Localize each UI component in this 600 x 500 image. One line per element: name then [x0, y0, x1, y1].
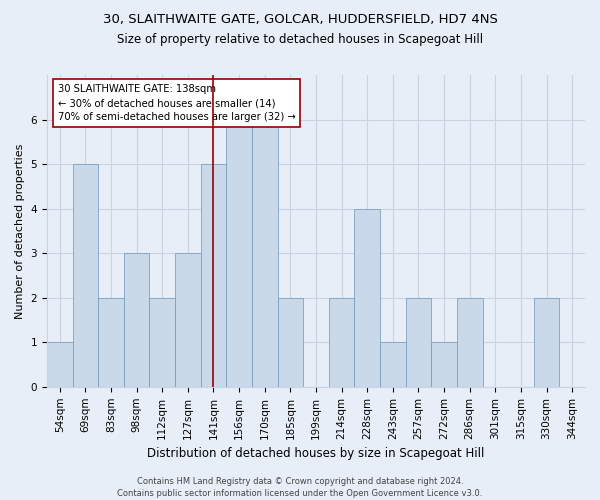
Bar: [175, 253, 200, 387]
Bar: [355, 208, 380, 387]
Bar: [380, 342, 406, 387]
Text: 30 SLAITHWAITE GATE: 138sqm
← 30% of detached houses are smaller (14)
70% of sem: 30 SLAITHWAITE GATE: 138sqm ← 30% of det…: [58, 84, 295, 122]
X-axis label: Distribution of detached houses by size in Scapegoat Hill: Distribution of detached houses by size …: [147, 447, 485, 460]
Bar: [124, 253, 149, 387]
Bar: [47, 342, 73, 387]
Y-axis label: Number of detached properties: Number of detached properties: [15, 143, 25, 318]
Bar: [252, 120, 278, 387]
Bar: [431, 342, 457, 387]
Bar: [149, 298, 175, 387]
Text: Size of property relative to detached houses in Scapegoat Hill: Size of property relative to detached ho…: [117, 32, 483, 46]
Bar: [278, 298, 303, 387]
Bar: [406, 298, 431, 387]
Bar: [457, 298, 482, 387]
Bar: [73, 164, 98, 387]
Text: Contains HM Land Registry data © Crown copyright and database right 2024.
Contai: Contains HM Land Registry data © Crown c…: [118, 476, 482, 498]
Bar: [226, 120, 252, 387]
Bar: [329, 298, 355, 387]
Text: 30, SLAITHWAITE GATE, GOLCAR, HUDDERSFIELD, HD7 4NS: 30, SLAITHWAITE GATE, GOLCAR, HUDDERSFIE…: [103, 12, 497, 26]
Bar: [98, 298, 124, 387]
Bar: [534, 298, 559, 387]
Bar: [200, 164, 226, 387]
